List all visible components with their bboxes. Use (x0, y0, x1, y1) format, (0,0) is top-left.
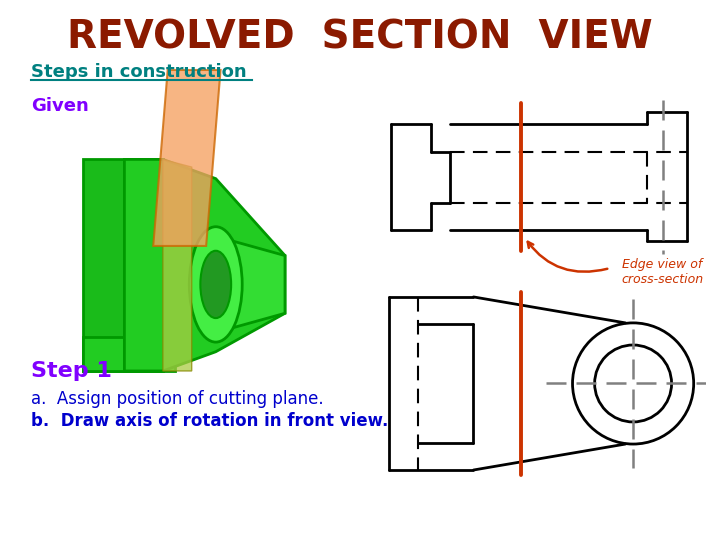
Ellipse shape (189, 227, 242, 342)
Text: Step 1: Step 1 (31, 361, 112, 381)
Text: REVOLVED  SECTION  VIEW: REVOLVED SECTION VIEW (67, 18, 653, 56)
Polygon shape (153, 70, 220, 246)
Polygon shape (83, 338, 176, 371)
Text: b.  Draw axis of rotation in front view.: b. Draw axis of rotation in front view. (31, 413, 389, 430)
Text: Edge view of
cross-section: Edge view of cross-section (621, 259, 703, 286)
Text: Steps in construction: Steps in construction (31, 63, 247, 81)
Polygon shape (83, 159, 163, 371)
Text: a.  Assign position of cutting plane.: a. Assign position of cutting plane. (31, 390, 324, 408)
Text: Given: Given (31, 97, 89, 115)
Polygon shape (125, 159, 285, 371)
Polygon shape (163, 159, 192, 371)
Ellipse shape (200, 251, 231, 318)
Polygon shape (216, 237, 285, 333)
